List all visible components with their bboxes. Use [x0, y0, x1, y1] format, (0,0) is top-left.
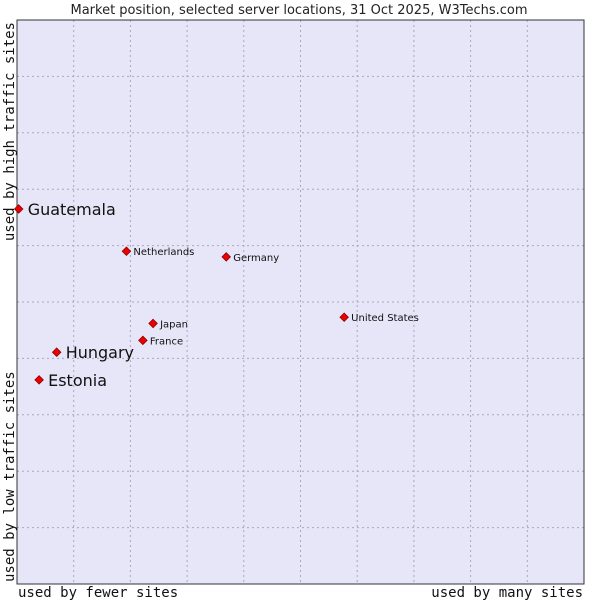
x-axis-label-low: used by fewer sites [18, 585, 178, 600]
point-label-japan: Japan [159, 319, 188, 330]
point-marker-germany [221, 252, 231, 262]
point-label-guatemala: Guatemala [28, 200, 116, 219]
point-marker-france [138, 335, 148, 346]
chart-title: Market position, selected server locatio… [70, 3, 527, 18]
point-label-hungary: Hungary [66, 343, 134, 362]
point-label-estonia: Estonia [48, 371, 107, 390]
data-points: Guatemala Netherlands Germany United States… [13, 200, 419, 390]
point-label-netherlands: Netherlands [133, 247, 194, 258]
point-label-united-states: United States [351, 313, 419, 324]
point-marker-guatemala [13, 204, 24, 214]
y-axis-label-high: used by high traffic sites [2, 22, 18, 241]
point-marker-japan [148, 318, 158, 329]
point-marker-netherlands [121, 246, 132, 257]
y-axis-label-low: used by low traffic sites [2, 371, 18, 582]
point-marker-hungary [51, 347, 62, 357]
point-label-france: France [150, 336, 183, 347]
point-label-germany: Germany [233, 253, 279, 264]
grid-lines [17, 20, 584, 584]
point-marker-united-states [339, 312, 349, 322]
x-axis-label-high: used by many sites [431, 585, 583, 600]
plot-border [16, 19, 585, 585]
point-marker-estonia [34, 375, 44, 385]
